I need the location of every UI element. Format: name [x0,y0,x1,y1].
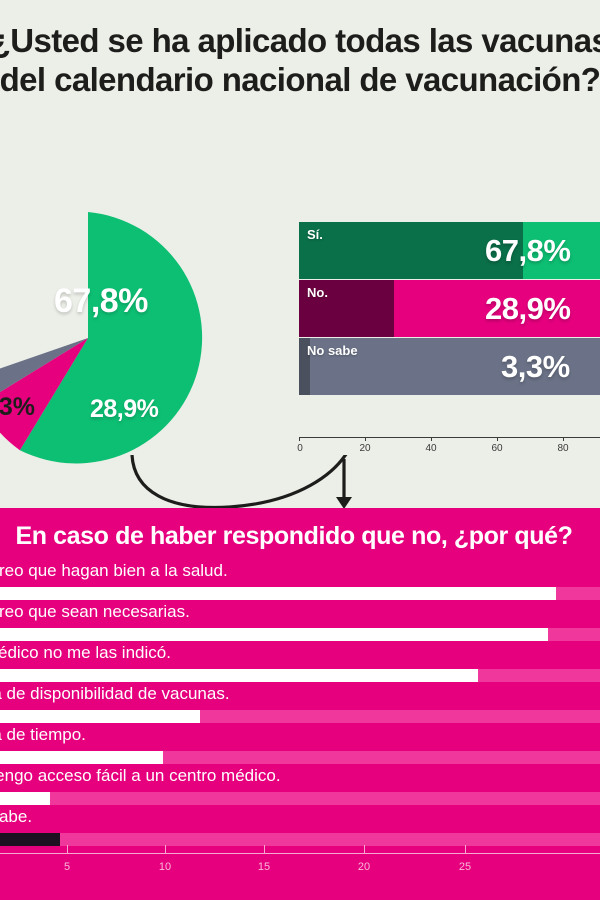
bar-fill-no [299,280,395,337]
list-item: No tengo acceso fácil a un centro médico… [0,766,600,806]
page-title: ¿Usted se ha aplicado todas las vacunas … [0,22,600,98]
bar-fill [0,628,548,641]
bar-label: No tengo acceso fácil a un centro médico… [0,766,281,785]
list-item: Falta de disponibilidad de vacunas. [0,684,600,724]
bar-label: Falta de tiempo. [0,725,86,744]
panel-title: En caso de haber respondido que no, ¿por… [15,522,573,550]
table-row: No. 28,9% [299,280,600,337]
pie-slice-si [19,212,203,464]
x-tick [563,437,564,441]
pie-label-no: 28,9% [90,395,159,423]
pie-label-si: 67,8% [54,282,148,320]
pie-chart-svg [0,212,203,464]
x-tick [364,845,365,854]
x-tick-label: 60 [491,443,503,454]
flow-arrow-icon [130,455,352,510]
bar-track [0,792,600,805]
bar-fill [0,710,200,723]
x-tick [264,845,265,854]
x-tick-label: 20 [357,861,371,873]
x-tick [165,845,166,854]
table-row: Sí. 67,8% [299,222,600,279]
bar-track-nosabe [299,338,600,395]
x-tick-label: 10 [158,861,172,873]
x-tick-label: 25 [458,861,472,873]
bar-label: Falta de disponibilidad de vacunas. [0,684,230,703]
x-tick-label: 0 [297,443,303,454]
reasons-panel: En caso de haber respondido que no, ¿por… [0,508,600,900]
list-item: No creo que hagan bien a la salud. [0,561,600,601]
bar-label: No creo que hagan bien a la salud. [0,561,228,580]
bar-value-si: 67,8% [485,232,571,268]
bar-category-nosabe: No sabe [307,343,358,358]
bar-value-nosabe: 3,3% [501,348,570,384]
x-axis-line [0,853,600,854]
x-tick [465,845,466,854]
x-tick-label: 80 [557,443,569,454]
x-tick [365,437,366,441]
x-tick [299,437,300,441]
x-tick [497,437,498,441]
answer-bar-chart: Sí. 67,8% No. 28,9% No sabe 3,3% 0 20 40… [297,222,600,454]
bar-value-no: 28,9% [485,290,571,326]
bar-fill [0,587,556,600]
x-tick-label: 15 [257,861,271,873]
bar-fill [0,751,163,764]
bar-category-no: No. [307,285,328,300]
list-item: No sabe. [0,807,600,847]
pie-label-nosabe: 3,3% [0,393,35,421]
x-tick [431,437,432,441]
list-item: Falta de tiempo. [0,725,600,765]
x-tick-label: 20 [359,443,371,454]
x-tick [67,845,68,854]
bar-label: El médico no me las indicó. [0,643,171,662]
pie-slice-no [0,338,88,451]
bar-category-si: Sí. [307,227,323,242]
x-tick-label: 5 [63,861,71,873]
x-axis-line [299,437,600,438]
bar-track [0,833,600,846]
bar-fill [0,792,50,805]
pie-chart: 67,8% 28,9% [0,208,218,468]
list-item: No creo que sean necesarias. [0,602,600,642]
bar-fill-si [299,222,523,279]
x-tick-label: 40 [425,443,437,454]
bar-fill [0,669,478,682]
bar-fill-nosabe [299,338,310,395]
table-row: No sabe 3,3% [299,338,600,395]
reasons-bar-chart: No creo que hagan bien a la salud. No cr… [0,561,600,846]
bar-label: No sabe. [0,807,33,826]
list-item: El médico no me las indicó. [0,643,600,683]
bar-fill [0,833,60,846]
bar-label: No creo que sean necesarias. [0,602,190,621]
